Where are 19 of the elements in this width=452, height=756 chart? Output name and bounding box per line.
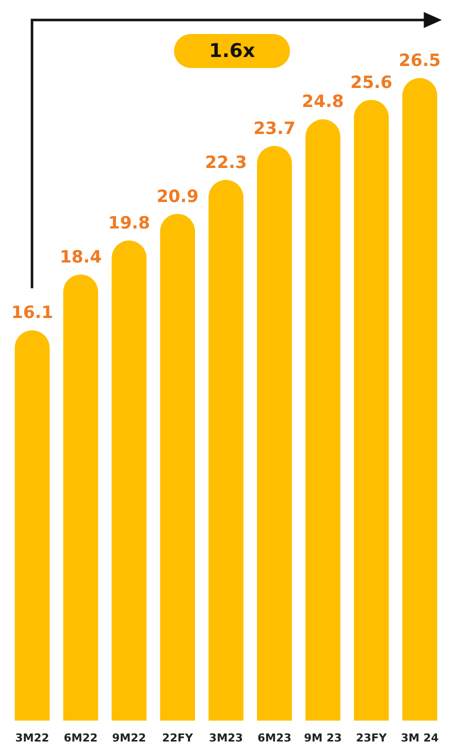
data-label: 18.4 [60,247,102,268]
x-tick-label: 22FY [162,731,194,744]
x-tick-label: 3M23 [209,731,243,744]
x-tick-label: 3M 24 [400,731,439,744]
data-label: 16.1 [11,303,54,324]
data-label: 22.3 [205,152,247,173]
x-tick-label: 6M23 [257,731,292,744]
data-label: 25.6 [350,72,392,93]
data-label: 23.7 [253,118,296,139]
x-tick-label: 23FY [356,731,388,744]
x-tick-label: 9M22 [112,731,146,744]
text: 1.6x [174,34,290,68]
x-tick-label: 3M22 [15,731,50,744]
x-tick-label: 9M 23 [304,731,342,744]
data-label: 20.9 [156,186,199,207]
x-tick-label: 6M22 [64,731,98,744]
data-label: 24.8 [302,92,344,112]
data-label: 26.5 [398,50,441,71]
data-label: 19.8 [108,213,150,234]
